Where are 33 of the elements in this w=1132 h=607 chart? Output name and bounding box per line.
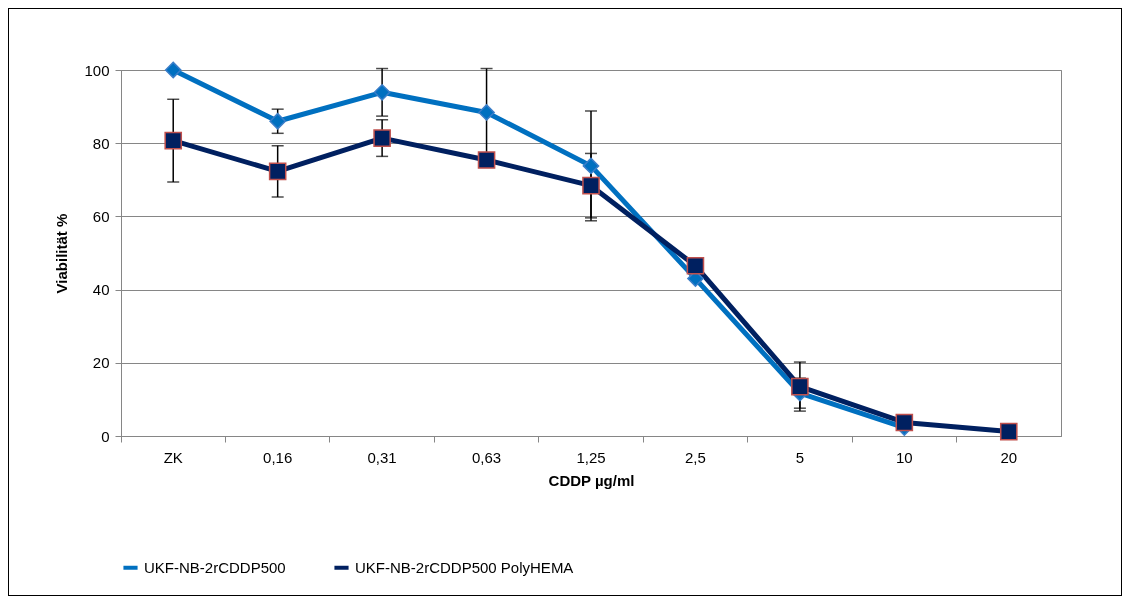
point [582, 157, 600, 175]
x-tick-label: 0,16 [263, 448, 293, 466]
x-tick-label: 20 [1000, 448, 1018, 466]
y-tick-label: 80 [92, 134, 110, 152]
x-tick-label: 0,63 [471, 448, 502, 466]
x-tick-label: 0,31 [367, 448, 397, 466]
legend-label: UKF-NB-2rCDDP500 PolyHEMA [355, 558, 574, 576]
point [477, 151, 496, 169]
x-tick-label: 2,5 [685, 448, 706, 466]
point [686, 257, 705, 275]
y-tick-label: 0 [101, 427, 110, 445]
point [895, 413, 914, 432]
y-tick-label: 100 [84, 61, 110, 79]
point [791, 377, 809, 396]
y-axis-title: Viabilität % [53, 213, 71, 294]
point [999, 422, 1018, 441]
point [373, 83, 391, 101]
x-axis-title: CDDP µg/ml [548, 471, 635, 489]
point [164, 61, 182, 79]
point [373, 129, 391, 147]
point [478, 104, 495, 121]
point [582, 176, 600, 195]
legend-label: UKF-NB-2rCDDP500 [144, 558, 286, 576]
x-tick-label: 1,25 [576, 448, 606, 466]
x-tick-label: 5 [795, 448, 805, 466]
point [164, 131, 183, 150]
point [268, 162, 287, 181]
y-tick-label: 40 [92, 281, 110, 299]
x-tick-label: ZK [163, 448, 183, 466]
x-tick-label: 10 [895, 448, 913, 466]
y-tick-label: 20 [92, 354, 110, 372]
point [269, 112, 286, 130]
y-tick-label: 60 [92, 207, 110, 225]
